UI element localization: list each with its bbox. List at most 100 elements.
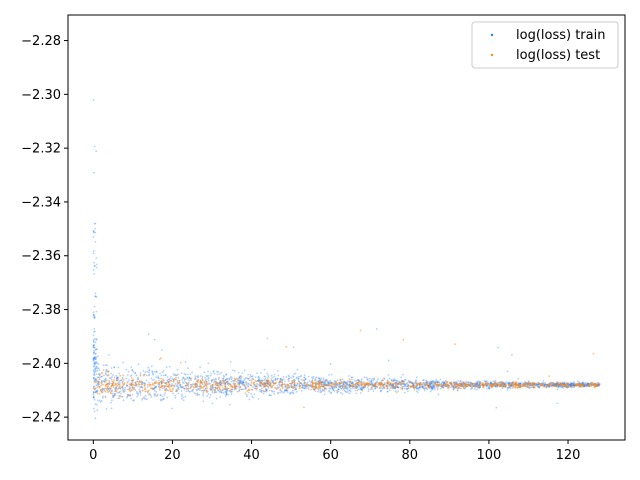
data-point (442, 380, 445, 383)
data-point (166, 379, 169, 382)
data-point (421, 385, 423, 388)
data-point (240, 376, 243, 378)
data-point (113, 366, 116, 369)
data-point (327, 384, 330, 386)
data-point (478, 386, 481, 389)
data-point (423, 388, 426, 390)
data-point (280, 378, 283, 381)
data-point (512, 381, 515, 383)
data-point (579, 385, 582, 388)
data-point (489, 384, 492, 387)
data-point (142, 382, 145, 384)
data-point (356, 386, 359, 389)
data-point (532, 382, 535, 385)
data-point (186, 376, 189, 379)
data-point (230, 380, 233, 383)
data-point (341, 384, 343, 387)
data-point (118, 395, 121, 397)
data-point (331, 387, 334, 389)
data-point (351, 376, 353, 379)
data-point (247, 391, 250, 394)
data-point (123, 381, 126, 384)
data-point (99, 376, 101, 379)
data-point (141, 386, 143, 388)
data-point (569, 382, 572, 384)
data-point (100, 379, 103, 382)
data-point (93, 398, 96, 401)
data-point (300, 383, 303, 386)
data-point (248, 398, 251, 401)
data-point (429, 383, 432, 386)
data-point (348, 375, 351, 377)
data-point (268, 394, 271, 397)
data-point (514, 385, 517, 387)
data-point (406, 381, 409, 384)
data-point (406, 387, 409, 390)
data-point (510, 382, 513, 385)
data-point (98, 399, 101, 402)
data-point (382, 384, 384, 387)
data-point (394, 379, 397, 382)
data-point (141, 398, 144, 401)
data-point (269, 381, 272, 384)
data-point (320, 377, 322, 380)
data-point (158, 358, 161, 361)
data-point (327, 381, 330, 383)
data-point (376, 380, 378, 382)
data-point (277, 374, 280, 377)
data-point (473, 382, 476, 385)
data-point (196, 394, 199, 396)
data-point (318, 386, 321, 389)
data-point (220, 371, 223, 374)
data-point (372, 390, 375, 392)
data-point (177, 373, 180, 376)
data-point (121, 377, 124, 380)
data-point (219, 379, 222, 382)
data-point (204, 383, 207, 386)
data-point (280, 390, 283, 392)
data-point (148, 383, 150, 386)
data-point (349, 385, 351, 387)
data-point (92, 314, 95, 316)
data-point (169, 388, 172, 390)
data-point (141, 383, 144, 386)
data-point (487, 386, 490, 389)
data-point (375, 385, 378, 388)
data-point (509, 385, 512, 388)
data-point (230, 393, 233, 395)
data-point (184, 361, 187, 363)
data-point (162, 397, 165, 400)
data-point (442, 386, 445, 389)
data-point (94, 353, 97, 355)
data-point (287, 374, 290, 377)
data-point (544, 383, 547, 385)
data-point (121, 380, 124, 383)
data-point (387, 374, 390, 376)
data-point (233, 386, 236, 388)
data-point (293, 388, 296, 391)
data-point (229, 360, 232, 363)
data-point (106, 386, 108, 389)
data-point (182, 396, 185, 399)
data-point (180, 372, 183, 375)
data-point (433, 384, 436, 387)
data-point (363, 386, 366, 389)
data-point (95, 390, 98, 393)
data-point (95, 150, 98, 153)
data-point (351, 381, 354, 383)
data-point (340, 391, 342, 394)
data-point (395, 391, 398, 394)
data-point (94, 231, 97, 234)
data-point (180, 397, 183, 400)
data-point (108, 377, 111, 380)
data-point (254, 376, 257, 379)
data-point (198, 389, 201, 391)
data-point (475, 388, 478, 391)
data-point (478, 381, 481, 384)
data-point (142, 374, 145, 377)
data-point (157, 382, 160, 384)
data-point (360, 388, 363, 391)
data-point (140, 385, 143, 388)
data-point (139, 394, 142, 396)
data-point (197, 388, 200, 391)
